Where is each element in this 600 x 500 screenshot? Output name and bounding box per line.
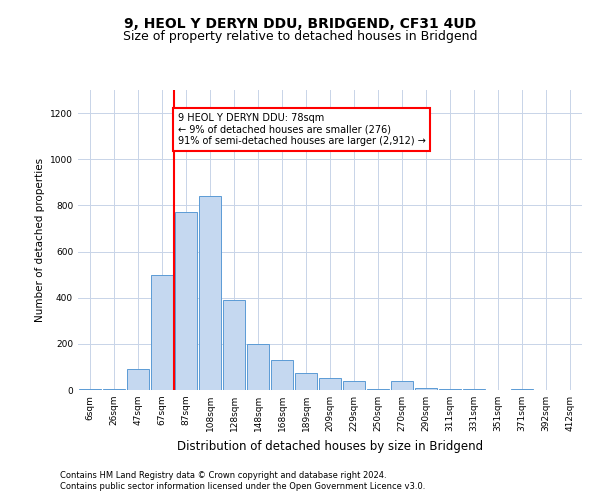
Text: 9, HEOL Y DERYN DDU, BRIDGEND, CF31 4UD: 9, HEOL Y DERYN DDU, BRIDGEND, CF31 4UD — [124, 18, 476, 32]
Bar — [463, 389, 485, 390]
Bar — [511, 389, 533, 390]
Bar — [175, 212, 197, 390]
Bar — [199, 196, 221, 390]
Bar — [391, 381, 413, 390]
X-axis label: Distribution of detached houses by size in Bridgend: Distribution of detached houses by size … — [177, 440, 483, 452]
Bar — [79, 389, 101, 390]
Bar — [439, 389, 461, 390]
Bar — [319, 378, 341, 390]
Text: Contains public sector information licensed under the Open Government Licence v3: Contains public sector information licen… — [60, 482, 425, 491]
Text: Contains HM Land Registry data © Crown copyright and database right 2024.: Contains HM Land Registry data © Crown c… — [60, 471, 386, 480]
Bar — [343, 381, 365, 390]
Bar — [223, 300, 245, 390]
Bar — [103, 389, 125, 390]
Bar — [415, 388, 437, 390]
Bar — [151, 274, 173, 390]
Bar — [271, 360, 293, 390]
Text: Size of property relative to detached houses in Bridgend: Size of property relative to detached ho… — [123, 30, 477, 43]
Y-axis label: Number of detached properties: Number of detached properties — [35, 158, 44, 322]
Bar — [127, 369, 149, 390]
Bar — [295, 372, 317, 390]
Bar — [367, 389, 389, 390]
Text: 9 HEOL Y DERYN DDU: 78sqm
← 9% of detached houses are smaller (276)
91% of semi-: 9 HEOL Y DERYN DDU: 78sqm ← 9% of detach… — [178, 113, 425, 146]
Bar — [247, 344, 269, 390]
